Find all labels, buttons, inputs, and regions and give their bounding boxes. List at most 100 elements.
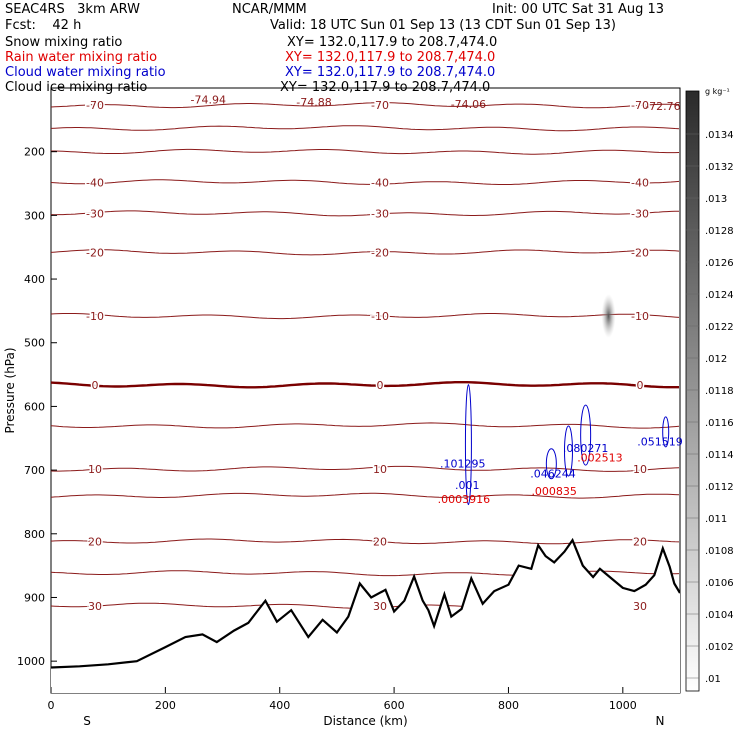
isotherm-label: 0 xyxy=(92,379,99,392)
isotherm-label: 30 xyxy=(633,600,647,613)
y-tick-label: 1000 xyxy=(17,655,45,668)
cloud-water-contour xyxy=(464,384,472,506)
colorbar-tick-label: .0124 xyxy=(705,290,734,301)
isotherm-line xyxy=(51,538,680,545)
colorbar-tick-label: .011 xyxy=(705,514,727,525)
isotherm-line xyxy=(51,210,680,217)
colorbar xyxy=(685,90,700,692)
legend-rain-xy: XY= 132.0,117.9 to 208.7,474.0 xyxy=(285,50,496,65)
legend-cloud-water-label: Cloud water mixing ratio xyxy=(5,65,166,80)
isotherm-label: -40 xyxy=(86,176,104,189)
isotherm-label: -40 xyxy=(631,176,649,189)
isotherm-line xyxy=(51,381,679,389)
isotherm-label: -20 xyxy=(631,246,649,259)
isotherm-line xyxy=(51,422,680,429)
legend-snow-xy: XY= 132.0,117.9 to 208.7,474.0 xyxy=(287,35,498,50)
y-tick-label: 800 xyxy=(24,528,45,541)
y-tick-label: 500 xyxy=(24,337,45,350)
cloud-water-contour xyxy=(563,425,573,477)
rain-water-max-label: .0003916 xyxy=(438,493,491,506)
x-tick-label: 400 xyxy=(269,699,290,712)
isotherm-label: 10 xyxy=(373,463,387,476)
init-time: Init: 00 UTC Sat 31 Aug 13 xyxy=(492,2,665,17)
y-tick-label: 700 xyxy=(24,464,45,477)
isotherm-label: 20 xyxy=(633,535,647,548)
colorbar-tick-label: .0134 xyxy=(705,130,734,141)
colorbar-unit: g kg⁻¹ xyxy=(705,87,730,96)
colorbar-tick-label: .013 xyxy=(705,194,727,205)
isotherm-label: -30 xyxy=(371,207,389,220)
colorbar-tick-label: .0114 xyxy=(705,450,734,461)
legend-rain-label: Rain water mixing ratio xyxy=(5,50,158,65)
x-tick-label: 200 xyxy=(155,699,176,712)
y-axis-title: Pressure (hPa) xyxy=(3,347,17,433)
x-tick-label: 600 xyxy=(384,699,405,712)
x-tick-label: 800 xyxy=(498,699,519,712)
cloud-water-contour xyxy=(662,416,670,448)
isotherm-line xyxy=(51,179,680,185)
isotherm-label: 10 xyxy=(88,463,102,476)
y-tick-label: 300 xyxy=(24,209,45,222)
x-axis-start-label: S xyxy=(83,714,91,728)
legend-cloud-water-xy: XY= 132.0,117.9 to 208.7,474.0 xyxy=(285,65,496,80)
terrain-fill xyxy=(51,540,680,693)
isotherm-label: 10 xyxy=(633,463,647,476)
isotherm-label: 30 xyxy=(88,600,102,613)
isotherm-line xyxy=(51,148,680,155)
valid-time: Valid: 18 UTC Sun 01 Sep 13 (13 CDT Sun … xyxy=(270,18,616,33)
min-temp-label: -74.94 xyxy=(191,93,226,106)
isotherm-label: 30 xyxy=(373,600,387,613)
isotherm-label: -20 xyxy=(371,246,389,259)
colorbar-tick-label: .0104 xyxy=(705,610,734,621)
isotherm-line xyxy=(51,249,680,256)
min-temp-label: -72.76 xyxy=(645,100,680,113)
rain-water-max-label: .000835 xyxy=(531,485,577,498)
isotherm-label: -30 xyxy=(86,207,104,220)
isotherm-label: -40 xyxy=(371,176,389,189)
rain-water-max-label: .002513 xyxy=(577,451,623,464)
isotherm-label: -30 xyxy=(631,207,649,220)
snow-shading xyxy=(601,293,616,338)
legend-snow-label: Snow mixing ratio xyxy=(5,35,123,50)
colorbar-tick-label: .0126 xyxy=(705,258,734,269)
y-tick-label: 400 xyxy=(24,273,45,286)
x-tick-label: 1000 xyxy=(609,699,637,712)
isotherm-label: 20 xyxy=(88,535,102,548)
cloud-water-contour xyxy=(545,448,557,480)
isotherm-line xyxy=(51,102,680,109)
cloud-water-max-label: .046244 xyxy=(530,467,576,480)
isotherm-label: -10 xyxy=(86,310,104,323)
cloud-water-max-label: .101295 xyxy=(440,458,486,471)
terrain-line xyxy=(51,537,680,669)
colorbar-tick-label: .0102 xyxy=(705,642,734,653)
isotherm-label: 0 xyxy=(637,379,644,392)
cloud-water-max-label: .080271 xyxy=(563,442,609,455)
colorbar-tick-label: .0122 xyxy=(705,322,734,333)
isotherm-label: -10 xyxy=(371,310,389,323)
isotherm-line xyxy=(51,492,680,499)
x-tick-label: 0 xyxy=(48,699,55,712)
x-axis-end-label: N xyxy=(656,714,665,728)
isotherm-label: 20 xyxy=(373,535,387,548)
isotherm-line xyxy=(51,465,680,472)
isotherm-label: -70 xyxy=(86,99,104,112)
colorbar-tick-label: .0128 xyxy=(705,226,734,237)
colorbar-tick-label: .01 xyxy=(705,674,721,685)
colorbar-tick-label: .012 xyxy=(705,354,727,365)
colorbar-tick-label: .0112 xyxy=(705,482,734,493)
colorbar-tick-label: .0108 xyxy=(705,546,734,557)
x-axis-title: Distance (km) xyxy=(323,714,407,728)
project-title: SEAC4RS 3km ARW xyxy=(5,2,141,17)
isotherm-label: 0 xyxy=(377,379,384,392)
colorbar-tick-label: .0106 xyxy=(705,578,734,589)
isotherm-label: -70 xyxy=(371,99,389,112)
forecast-hour: Fcst: 42 h xyxy=(5,18,82,33)
colorbar-tick-label: .0118 xyxy=(705,386,734,397)
y-tick-label: 600 xyxy=(24,400,45,413)
org-label: NCAR/MMM xyxy=(232,2,307,17)
colorbar-tick-label: .0132 xyxy=(705,162,734,173)
colorbar-tick-label: .0116 xyxy=(705,418,734,429)
cloud-water-contour xyxy=(580,404,592,466)
isotherm-label: -20 xyxy=(86,246,104,259)
